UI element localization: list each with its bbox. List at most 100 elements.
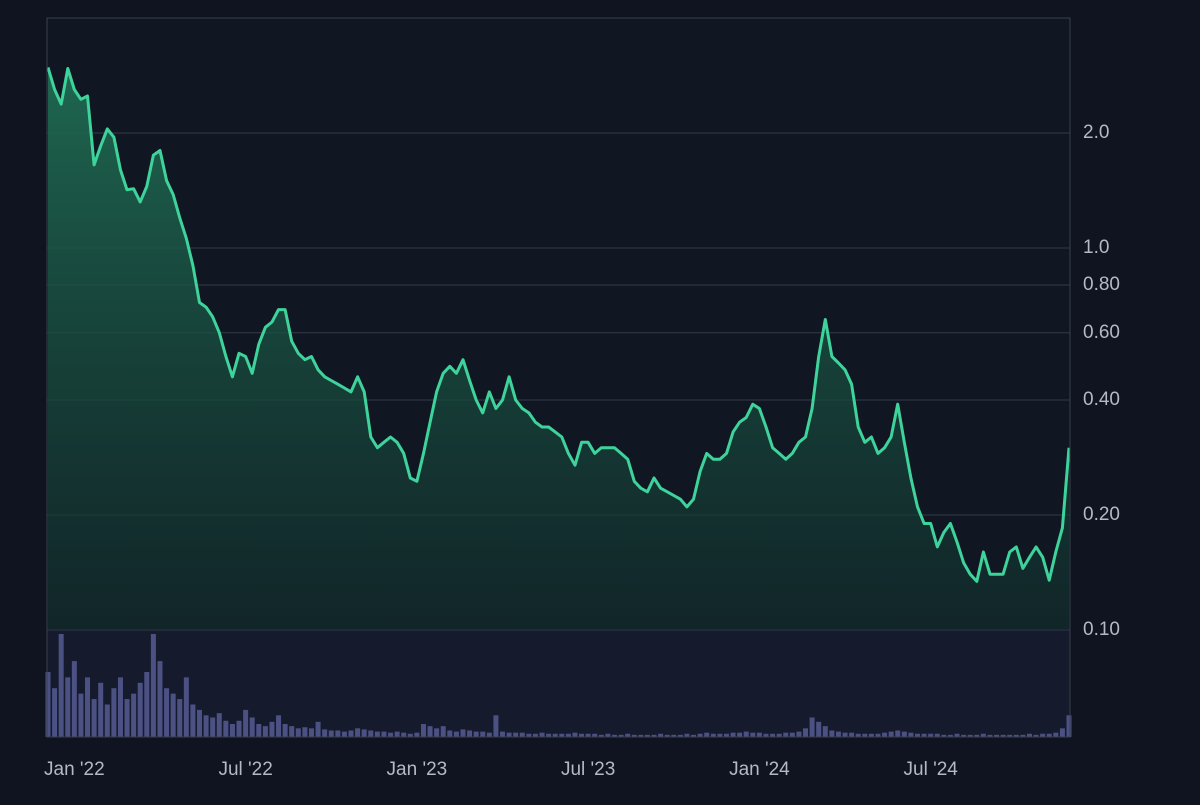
volume-bar bbox=[671, 734, 677, 737]
volume-bar bbox=[1000, 734, 1006, 737]
volume-bar bbox=[216, 713, 222, 737]
volume-bar bbox=[572, 732, 578, 737]
volume-bar bbox=[697, 733, 703, 737]
volume-bar bbox=[460, 729, 466, 737]
volume-bar bbox=[401, 732, 407, 737]
volume-bar bbox=[144, 671, 150, 737]
volume-bar bbox=[631, 734, 637, 737]
x-tick-label: Jan '22 bbox=[44, 759, 105, 780]
volume-bar bbox=[308, 728, 314, 737]
volume-bar bbox=[816, 721, 822, 737]
volume-bar bbox=[124, 699, 130, 737]
volume-bar bbox=[579, 733, 585, 737]
volume-bar bbox=[486, 732, 492, 737]
volume-bar bbox=[1007, 734, 1013, 737]
volume-bar bbox=[691, 734, 697, 737]
volume-bar bbox=[908, 732, 914, 737]
volume-bar bbox=[941, 734, 947, 737]
volume-bar bbox=[974, 734, 980, 737]
volume-bar bbox=[164, 688, 170, 737]
volume-bar bbox=[117, 677, 123, 737]
volume-bar bbox=[559, 733, 565, 737]
volume-bar bbox=[855, 733, 861, 737]
y-tick-label: 0.40 bbox=[1083, 389, 1120, 410]
volume-bar bbox=[651, 734, 657, 737]
volume-bar bbox=[1026, 733, 1032, 737]
volume-bar bbox=[895, 730, 901, 737]
volume-bar bbox=[447, 730, 453, 737]
volume-bar bbox=[875, 733, 881, 737]
volume-bar bbox=[341, 731, 347, 737]
volume-bar bbox=[789, 732, 795, 737]
volume-bar bbox=[223, 720, 229, 737]
x-tick-label: Jan '24 bbox=[729, 759, 790, 780]
volume-bar bbox=[177, 699, 183, 737]
volume-bar bbox=[862, 733, 868, 737]
volume-bar bbox=[197, 709, 203, 737]
volume-bar bbox=[592, 733, 598, 737]
volume-bar bbox=[934, 733, 940, 737]
volume-bar bbox=[368, 730, 374, 737]
y-tick-label: 2.0 bbox=[1083, 122, 1109, 143]
volume-bar bbox=[335, 730, 341, 737]
y-tick-label: 0.60 bbox=[1083, 322, 1120, 343]
volume-bar bbox=[1040, 733, 1046, 737]
volume-bar bbox=[552, 733, 558, 737]
volume-bar bbox=[664, 734, 670, 737]
volume-bar bbox=[513, 732, 519, 737]
volume-bar bbox=[85, 677, 91, 737]
volume-bar bbox=[427, 726, 433, 737]
volume-bar bbox=[796, 731, 802, 737]
volume-bar bbox=[1053, 732, 1059, 737]
volume-bar bbox=[526, 733, 532, 737]
volume-bar bbox=[585, 733, 591, 737]
y-tick-label: 0.80 bbox=[1083, 274, 1120, 295]
price-area bbox=[48, 67, 1069, 630]
volume-bar bbox=[137, 682, 143, 737]
volume-bar bbox=[78, 693, 84, 737]
volume-bar bbox=[243, 709, 249, 737]
volume-bar bbox=[506, 732, 512, 737]
volume-bar bbox=[440, 726, 446, 737]
volume-bar bbox=[407, 733, 413, 737]
volume-bar bbox=[888, 731, 894, 737]
y-tick-label: 0.20 bbox=[1083, 504, 1120, 525]
volume-bar bbox=[295, 728, 301, 737]
volume-bar bbox=[157, 661, 163, 737]
volume-bar bbox=[1033, 734, 1039, 737]
volume-bar bbox=[434, 728, 440, 737]
volume-bar bbox=[322, 729, 328, 737]
volume-bar bbox=[987, 734, 993, 737]
x-tick-label: Jul '22 bbox=[218, 759, 272, 780]
volume-bar bbox=[901, 731, 907, 737]
volume-bar bbox=[1013, 734, 1019, 737]
volume-bar bbox=[1066, 715, 1072, 737]
volume-bar bbox=[355, 728, 361, 737]
volume-bar bbox=[302, 727, 308, 737]
volume-bar bbox=[611, 734, 617, 737]
volume-bar bbox=[381, 731, 387, 737]
volume-bar bbox=[961, 734, 967, 737]
volume-bar bbox=[750, 732, 756, 737]
volume-bar bbox=[921, 733, 927, 737]
volume-bar bbox=[803, 728, 809, 737]
volume-bar bbox=[1046, 733, 1052, 737]
volume-bar bbox=[967, 734, 973, 737]
volume-bar bbox=[104, 704, 110, 737]
volume-bar bbox=[546, 733, 552, 737]
volume-bar bbox=[229, 723, 235, 737]
volume-bar bbox=[723, 733, 729, 737]
volume-bar bbox=[361, 729, 367, 737]
volume-bar bbox=[91, 699, 97, 737]
volume-bar bbox=[776, 733, 782, 737]
volume-bar bbox=[849, 732, 855, 737]
volume-bar bbox=[170, 693, 176, 737]
x-tick-label: Jul '24 bbox=[904, 759, 959, 780]
volume-bar bbox=[763, 733, 769, 737]
volume-bar bbox=[328, 730, 334, 737]
y-tick-label: 0.10 bbox=[1083, 619, 1120, 640]
volume-bar bbox=[210, 717, 216, 737]
volume-bar bbox=[842, 732, 848, 737]
volume-bar bbox=[829, 730, 835, 737]
